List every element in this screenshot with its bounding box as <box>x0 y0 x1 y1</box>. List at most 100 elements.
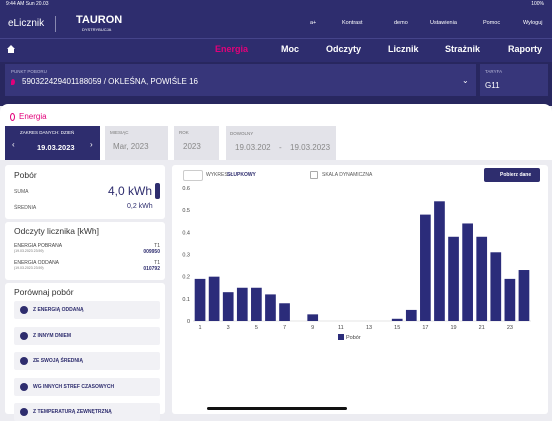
tab-month[interactable] <box>105 126 168 160</box>
meter-value: 590322429401188059 / OKLEŚNA, POWIŚLE 16 <box>22 77 198 86</box>
chart-toggle[interactable] <box>183 170 203 181</box>
divider <box>0 38 552 39</box>
tab-custom[interactable] <box>226 126 336 160</box>
settings[interactable]: Ustawienia <box>430 20 457 26</box>
y-tick-label: 0.2 <box>182 275 190 281</box>
y-tick-label: 0.6 <box>182 186 190 192</box>
reading-value: 009950 <box>143 249 160 255</box>
bar <box>504 278 516 321</box>
y-tick-label: 0 <box>187 319 190 325</box>
nav-item[interactable]: Moc <box>281 44 299 54</box>
separator <box>55 16 56 32</box>
nav-item[interactable]: Raporty <box>508 44 543 54</box>
compare-option[interactable]: Z ENERGIĄ ODDANĄ <box>14 301 160 319</box>
tab-from: 19.03.202 <box>235 143 271 152</box>
arrow[interactable]: ‹ <box>12 140 15 149</box>
tab-value: 2023 <box>183 142 201 151</box>
reading-date: (19.03.2023 23:59) <box>14 249 44 253</box>
bar <box>208 276 220 321</box>
tab-to: 19.03.2023 <box>290 143 331 152</box>
bar <box>236 287 248 321</box>
bar <box>251 287 262 321</box>
bar <box>307 314 319 321</box>
option-label: Z TEMPERATURĄ ZEWNĘTRZNĄ <box>33 409 112 415</box>
plus-icon <box>20 331 28 340</box>
bar <box>222 292 234 321</box>
plus-icon <box>20 408 28 416</box>
x-tick-label: 1 <box>199 325 202 331</box>
brand: TAURON <box>76 14 123 26</box>
bar <box>476 236 488 321</box>
option-label: ZE SWOJĄ ŚREDNIĄ <box>33 358 84 364</box>
reading-zone: T1 <box>154 260 160 266</box>
chart-kind: SŁUPKOWY <box>227 172 256 178</box>
contrast[interactable]: Kontrast <box>342 20 363 26</box>
avg-label: ŚREDNIA <box>14 205 37 211</box>
compare-option[interactable]: WG INNYCH STREF CZASOWYCH <box>14 377 160 396</box>
bar <box>194 278 206 321</box>
summary-card <box>5 165 165 219</box>
readings-title: Odczyty licznika [kWh] <box>14 226 100 236</box>
user: demo <box>394 20 408 26</box>
bar <box>265 294 276 321</box>
bar <box>420 214 431 321</box>
checkbox[interactable] <box>310 171 318 179</box>
meter-box[interactable] <box>5 64 476 96</box>
nav-item[interactable]: Energia <box>215 44 249 54</box>
option-label: Z ENERGIĄ ODDANĄ <box>33 307 84 313</box>
tab-label: ZAKRES DANYCH: DZIEŃ <box>20 130 75 135</box>
reading-date: (19.03.2023 23:59) <box>14 266 44 270</box>
x-tick-label: 23 <box>507 325 513 331</box>
x-tick-label: 15 <box>394 325 400 331</box>
y-tick-label: 0.1 <box>182 297 190 303</box>
option-label: WG INNYCH STREF CZASOWYCH <box>33 383 115 390</box>
nav-item[interactable]: Licznik <box>388 44 419 54</box>
tab-label: MIESIĄC <box>110 130 129 135</box>
nav-item[interactable]: Strażnik <box>445 44 481 54</box>
legend-label: Pobór <box>346 335 361 341</box>
sum-bar <box>155 183 160 199</box>
plus-icon <box>20 357 28 365</box>
reading-label: ENERGIA POBRANA <box>14 243 63 249</box>
x-tick-label: 3 <box>227 325 230 331</box>
tab-label: DOWOLNY <box>230 131 254 136</box>
tariff: G11 <box>485 81 500 90</box>
x-tick-label: 21 <box>479 325 485 331</box>
bar <box>448 236 459 321</box>
help[interactable]: Pomoc <box>483 20 501 26</box>
bar <box>434 201 445 321</box>
option-label: Z INNYM DNIEM <box>33 332 72 339</box>
tab-year[interactable] <box>174 126 219 160</box>
x-tick-label: 17 <box>422 325 428 331</box>
x-tick-label: 5 <box>255 325 258 331</box>
bar <box>405 309 417 321</box>
status-battery: 100% <box>531 1 544 7</box>
home-icon[interactable] <box>6 44 16 54</box>
arrow[interactable]: › <box>90 140 93 149</box>
section-title: Energia <box>19 112 47 121</box>
x-tick-label: 19 <box>450 325 456 331</box>
logout[interactable]: Wyloguj <box>523 20 543 26</box>
compare-option[interactable]: Z INNYM DNIEM <box>14 326 160 345</box>
bar <box>518 270 530 321</box>
tab-value: Mar, 2023 <box>113 142 149 151</box>
chart-label: WYKRES <box>206 172 228 178</box>
font-size[interactable]: a+ <box>310 20 317 26</box>
pin <box>11 79 15 85</box>
compare-option[interactable]: Z TEMPERATURĄ ZEWNĘTRZNĄ <box>14 403 160 421</box>
y-tick-label: 0.4 <box>182 230 190 236</box>
compare-option[interactable]: ZE SWOJĄ ŚREDNIĄ <box>14 352 160 370</box>
y-tick-label: 0.3 <box>182 253 190 259</box>
tab-day[interactable] <box>5 126 100 160</box>
nav-item[interactable]: Odczyty <box>326 44 362 54</box>
home-indicator <box>207 407 347 410</box>
chevron: ⌄ <box>462 76 469 85</box>
reading-label: ENERGIA ODDANA <box>14 260 60 266</box>
avg: 0,2 kWh <box>127 203 153 210</box>
plus-icon <box>20 306 28 314</box>
x-tick-label: 9 <box>311 325 314 331</box>
download-button[interactable] <box>484 168 540 182</box>
bar <box>462 223 473 321</box>
